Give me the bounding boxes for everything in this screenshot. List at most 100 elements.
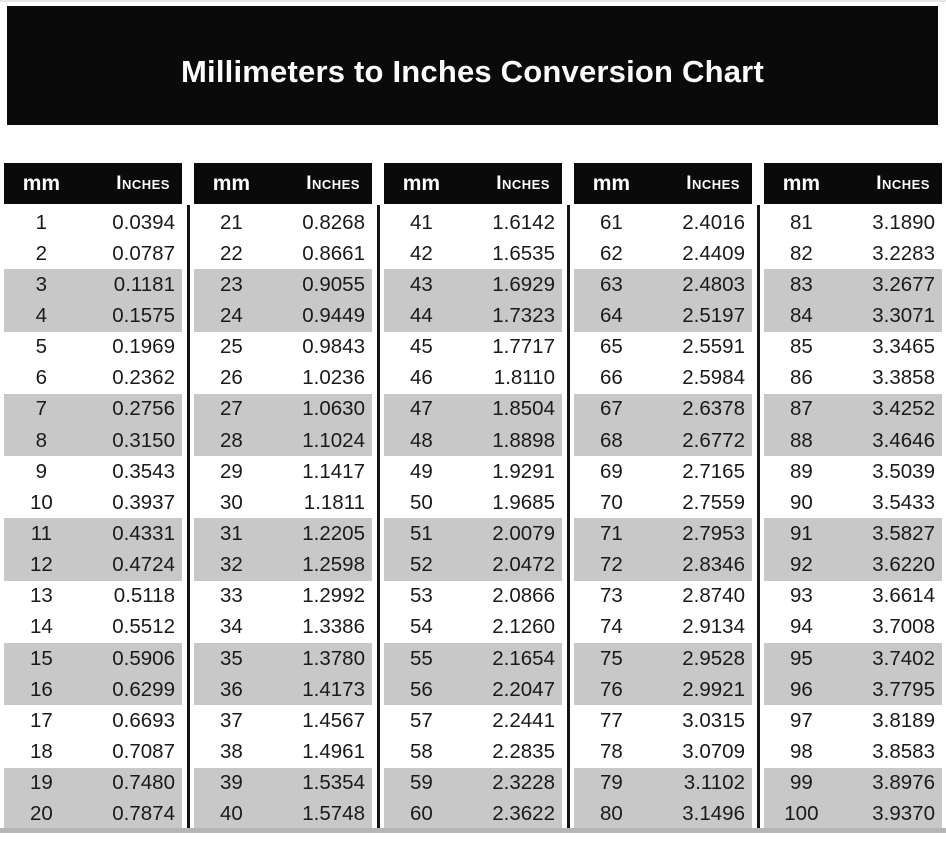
inches-value: 2.4803 <box>682 272 745 296</box>
inches-value: 3.5827 <box>872 521 935 545</box>
inches-value: 3.7008 <box>872 615 935 639</box>
mm-value: 60 <box>409 802 433 826</box>
table-header: mm Inches <box>384 163 562 204</box>
table-row: 22 0.8661 <box>194 238 372 269</box>
table-row: 90 3.5433 <box>764 487 942 518</box>
mm-value: 20 <box>29 802 53 826</box>
inches-value: 2.7559 <box>682 490 745 514</box>
inches-value: 0.2362 <box>112 366 175 390</box>
inches-value: 0.6299 <box>112 677 175 701</box>
mm-value: 11 <box>30 521 53 545</box>
mm-value: 41 <box>409 210 433 234</box>
inches-value: 1.1417 <box>302 459 365 483</box>
inches-value: 1.4173 <box>302 677 365 701</box>
mm-value: 47 <box>409 397 433 421</box>
mm-value: 40 <box>219 802 243 826</box>
mm-value: 98 <box>789 739 813 763</box>
inches-value: 1.8504 <box>492 397 555 421</box>
table-rows: 41 1.6142 42 1.6535 43 1.6929 44 1.7323 45 1.7717… <box>384 207 562 830</box>
table-row: 12 0.4724 <box>4 549 182 581</box>
mm-value: 13 <box>29 584 53 608</box>
mm-value: 38 <box>219 739 243 763</box>
table-row: 55 2.1654 <box>384 642 562 675</box>
mm-value: 76 <box>599 677 623 701</box>
inches-value: 1.0236 <box>302 366 365 390</box>
table-row: 44 1.7323 <box>384 300 562 332</box>
table-row: 88 3.4646 <box>764 424 942 457</box>
inches-header-label: Inches <box>306 172 360 194</box>
table-row: 5 0.1969 <box>4 332 182 363</box>
table-row: 1 0.0394 <box>4 207 182 238</box>
inches-value: 1.3386 <box>302 615 365 639</box>
mm-value: 9 <box>35 459 48 483</box>
mm-value: 83 <box>789 272 813 296</box>
inches-value: 0.4331 <box>112 521 175 545</box>
mm-value: 69 <box>599 459 623 483</box>
mm-value: 68 <box>599 428 623 452</box>
inches-value: 1.7717 <box>492 335 555 359</box>
inches-value: 3.2283 <box>872 241 935 265</box>
mm-value: 58 <box>409 739 433 763</box>
table-row: 93 3.6614 <box>764 581 942 612</box>
table-row: 8 0.3150 <box>4 424 182 457</box>
inches-value: 2.5591 <box>682 335 745 359</box>
table-group-2: mm Inches 21 0.8268 22 0.8661 23 0.9055 24 0.9449… <box>194 163 372 830</box>
mm-value: 72 <box>599 553 623 577</box>
inches-value: 0.5118 <box>113 584 175 608</box>
table-row: 94 3.7008 <box>764 612 942 643</box>
mm-value: 27 <box>219 397 243 421</box>
mm-value: 65 <box>599 335 623 359</box>
inches-value: 1.4567 <box>302 708 365 732</box>
table-row: 69 2.7165 <box>574 456 752 487</box>
inches-value: 2.4409 <box>682 241 745 265</box>
table-row: 96 3.7795 <box>764 674 942 706</box>
mm-value: 86 <box>789 366 813 390</box>
table-row: 31 1.2205 <box>194 518 372 550</box>
table-row: 26 1.0236 <box>194 363 372 394</box>
inches-header-label: Inches <box>686 172 740 194</box>
mm-value: 61 <box>599 210 623 234</box>
inches-value: 1.8898 <box>492 428 555 452</box>
table-row: 14 0.5512 <box>4 612 182 643</box>
table-row: 58 2.2835 <box>384 736 562 767</box>
inches-value: 0.0787 <box>112 241 175 265</box>
mm-value: 99 <box>789 771 813 795</box>
column-divider <box>376 205 380 833</box>
inches-value: 0.0394 <box>112 210 175 234</box>
mm-value: 6 <box>35 366 48 390</box>
table-row: 95 3.7402 <box>764 642 942 675</box>
mm-value: 95 <box>789 646 813 670</box>
inches-value: 3.8189 <box>872 708 935 732</box>
table-row: 45 1.7717 <box>384 332 562 363</box>
inches-value: 0.9449 <box>302 303 365 327</box>
inches-value: 3.8976 <box>872 771 935 795</box>
mm-value: 16 <box>29 677 53 701</box>
inches-value: 1.1024 <box>302 428 365 452</box>
inches-value: 1.4961 <box>302 739 365 763</box>
mm-value: 78 <box>599 739 623 763</box>
column-divider <box>186 205 190 833</box>
inches-value: 1.2992 <box>302 584 365 608</box>
mm-value: 90 <box>789 490 813 514</box>
table-row: 39 1.5354 <box>194 767 372 799</box>
inches-value: 0.2756 <box>112 397 175 421</box>
table-row: 78 3.0709 <box>574 736 752 767</box>
table-row: 10 0.3937 <box>4 487 182 518</box>
mm-value: 85 <box>789 335 813 359</box>
table-row: 61 2.4016 <box>574 207 752 238</box>
inches-value: 0.1575 <box>112 303 175 327</box>
mm-value: 91 <box>789 521 813 545</box>
mm-value: 87 <box>789 397 813 421</box>
table-row: 62 2.4409 <box>574 238 752 269</box>
column-divider <box>756 205 760 833</box>
table-row: 30 1.1811 <box>194 487 372 518</box>
table-row: 4 0.1575 <box>4 300 182 332</box>
inches-value: 1.2598 <box>302 553 365 577</box>
table-row: 47 1.8504 <box>384 393 562 425</box>
inches-value: 0.9055 <box>302 272 365 296</box>
mm-value: 29 <box>219 459 243 483</box>
inches-value: 2.4016 <box>682 210 745 234</box>
table-row: 91 3.5827 <box>764 518 942 550</box>
column-divider <box>566 205 570 833</box>
table-row: 25 0.9843 <box>194 332 372 363</box>
